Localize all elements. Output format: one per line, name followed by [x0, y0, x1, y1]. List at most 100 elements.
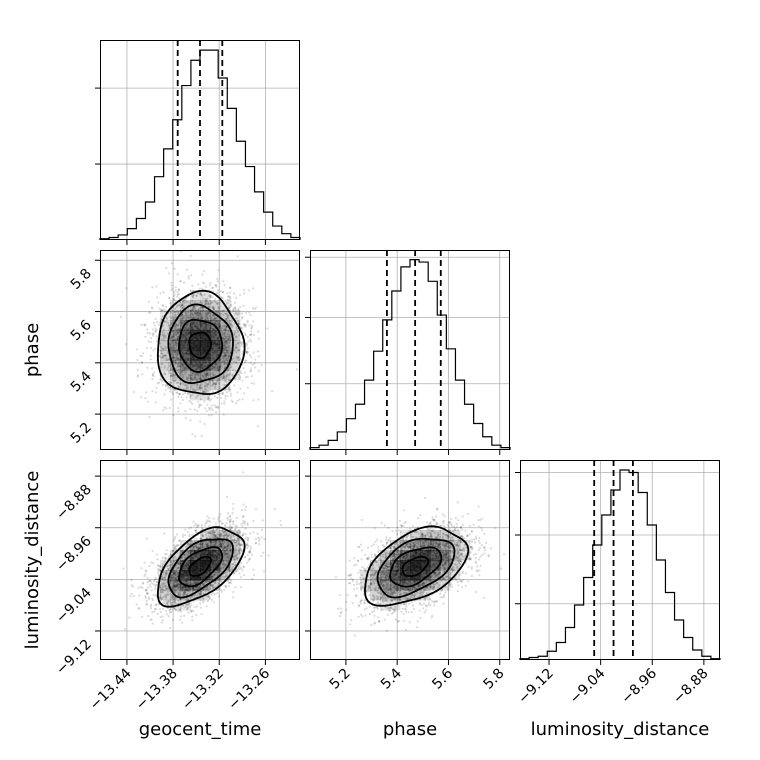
- sample-point: [210, 540, 213, 543]
- sample-point: [176, 273, 179, 276]
- sample-point: [228, 520, 231, 523]
- sample-point: [165, 601, 169, 604]
- sample-point: [160, 310, 163, 313]
- sample-point: [196, 374, 200, 377]
- sample-point: [161, 601, 164, 604]
- sample-point: [187, 373, 190, 376]
- sample-point: [178, 590, 181, 593]
- sample-point: [163, 366, 166, 369]
- sample-point: [186, 386, 190, 390]
- sample-point: [186, 603, 189, 606]
- sample-point: [226, 302, 229, 305]
- sample-point: [177, 361, 181, 364]
- sample-point: [198, 386, 201, 389]
- sample-point: [171, 354, 174, 357]
- sample-point: [219, 324, 222, 327]
- sample-point: [193, 378, 196, 381]
- sample-point: [148, 583, 151, 586]
- sample-point: [130, 592, 133, 596]
- sample-point: [222, 544, 225, 547]
- sample-point: [169, 581, 172, 584]
- sample-point: [244, 359, 247, 362]
- sample-point: [186, 323, 189, 326]
- sample-point: [222, 291, 225, 294]
- sample-point: [215, 320, 218, 323]
- sample-point: [177, 362, 180, 365]
- sample-point: [154, 576, 157, 579]
- sample-point: [234, 554, 237, 557]
- sample-point: [182, 593, 185, 596]
- sample-point: [175, 570, 178, 574]
- sample-point: [236, 255, 239, 258]
- sample-point: [231, 565, 234, 568]
- sample-point: [194, 376, 197, 379]
- sample-point: [225, 534, 229, 537]
- sample-point: [213, 317, 216, 320]
- sample-point: [145, 570, 148, 573]
- sample-point: [224, 549, 227, 552]
- sample-point: [178, 321, 181, 324]
- sample-point: [223, 545, 226, 548]
- sample-point: [252, 531, 255, 534]
- sample-point: [206, 297, 209, 300]
- sample-point: [224, 394, 227, 397]
- sample-point: [191, 546, 194, 549]
- sample-point: [202, 582, 205, 586]
- sample-point: [213, 316, 216, 319]
- sample-point: [176, 338, 179, 341]
- sample-point: [173, 548, 176, 551]
- sample-point: [169, 579, 172, 582]
- sample-point: [224, 530, 227, 533]
- sample-point: [177, 592, 180, 595]
- sample-point: [161, 615, 164, 618]
- sample-point: [185, 361, 188, 364]
- sample-point: [212, 534, 215, 537]
- sample-point: [155, 285, 158, 288]
- sample-point: [178, 393, 181, 396]
- sample-point: [252, 399, 255, 402]
- sample-point: [216, 280, 219, 283]
- sample-point: [211, 578, 214, 581]
- sample-point: [191, 294, 194, 297]
- sample-point: [222, 375, 225, 378]
- sample-point: [212, 327, 215, 330]
- sample-point: [210, 540, 213, 543]
- sample-point: [273, 508, 276, 511]
- sample-point: [234, 313, 237, 316]
- sample-point: [178, 364, 181, 368]
- sample-point: [171, 335, 174, 338]
- sample-point: [235, 361, 238, 365]
- sample-point: [234, 360, 237, 363]
- sample-point: [164, 553, 167, 556]
- sample-point: [183, 553, 186, 556]
- sample-point: [170, 350, 174, 353]
- sample-point: [199, 586, 202, 589]
- sample-point: [193, 373, 196, 376]
- sample-point: [211, 306, 214, 309]
- sample-point: [279, 519, 282, 522]
- sample-point: [176, 590, 179, 594]
- sample-point: [187, 551, 190, 554]
- sample-point: [183, 281, 186, 284]
- sample-point: [159, 593, 162, 597]
- sample-point: [185, 370, 188, 373]
- sample-point: [205, 300, 208, 303]
- sample-point: [178, 554, 181, 557]
- sample-point: [208, 399, 211, 402]
- sample-point: [202, 584, 205, 587]
- sample-point: [211, 575, 214, 578]
- sample-point: [169, 343, 172, 346]
- sample-point: [170, 580, 173, 583]
- sample-point: [143, 574, 146, 578]
- sample-point: [204, 285, 208, 288]
- sample-point: [228, 341, 231, 344]
- sample-point: [166, 586, 169, 589]
- sample-point: [210, 541, 213, 544]
- sample-point: [177, 566, 180, 569]
- sample-point: [149, 618, 152, 621]
- sample-point: [251, 324, 254, 327]
- sample-point: [223, 337, 226, 340]
- sample-point: [199, 592, 202, 596]
- sample-point: [225, 335, 229, 338]
- density-cell: [230, 310, 241, 321]
